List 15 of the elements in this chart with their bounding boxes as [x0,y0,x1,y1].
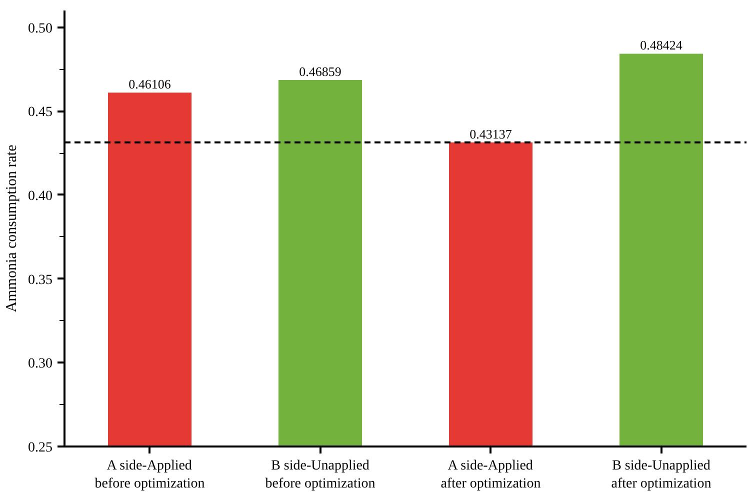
y-tick-label: 0.40 [28,188,52,204]
y-axis-title: Ammonia consumption rate [4,144,20,312]
x-tick-label: B side-Unapplied before optimization [265,458,376,492]
y-tick-label: 0.45 [28,105,52,120]
data-label: 0.43137 [470,126,512,142]
data-label: 0.48424 [640,38,683,53]
data-label: 0.46106 [128,76,172,92]
y-tick-label: 0.35 [28,272,52,288]
x-tick-label: B side-Unapplied after optimization [611,458,712,492]
x-tick-label: A side-Applied before optimization [94,458,205,492]
y-tick-label: 0.25 [28,440,52,456]
x-tick-label: A side-Applied after optimization [440,458,541,492]
y-tick-label: 0.50 [28,21,52,36]
y-tick-label: 0.30 [28,356,52,372]
data-label: 0.46859 [299,64,342,79]
